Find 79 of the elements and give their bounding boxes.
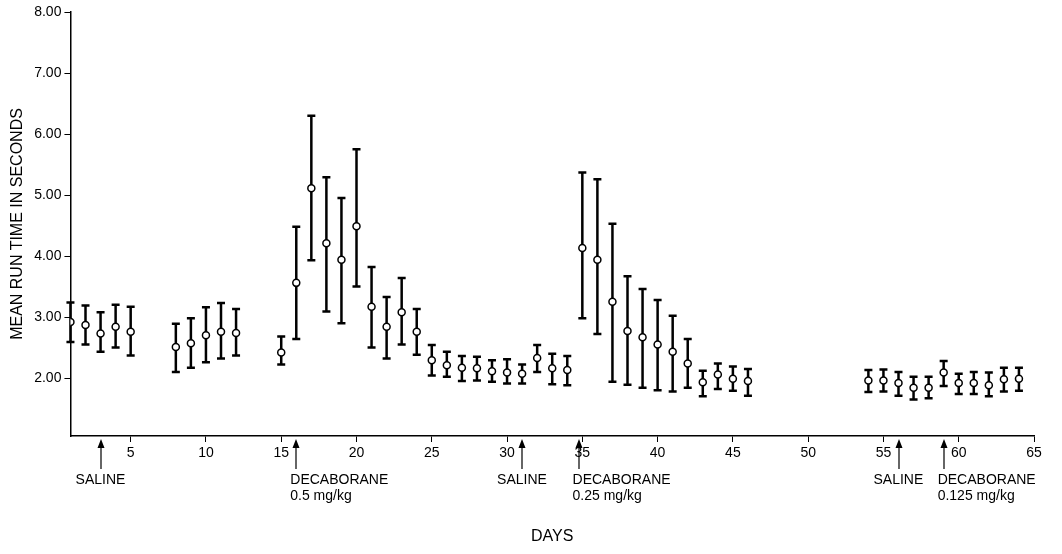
point bbox=[879, 376, 888, 385]
point bbox=[442, 360, 452, 370]
x-tick-label: 55 bbox=[875, 444, 892, 461]
point bbox=[382, 322, 391, 332]
point bbox=[111, 322, 120, 332]
point bbox=[352, 221, 361, 231]
point bbox=[698, 378, 708, 387]
point bbox=[638, 332, 647, 342]
point bbox=[547, 364, 557, 373]
point bbox=[894, 378, 903, 388]
point bbox=[1014, 374, 1024, 383]
point bbox=[593, 255, 602, 264]
point bbox=[216, 327, 226, 336]
x-tick-label: 60 bbox=[950, 444, 967, 461]
x-tick-label: 30 bbox=[499, 444, 516, 461]
point bbox=[397, 307, 406, 317]
point bbox=[578, 243, 587, 253]
point bbox=[427, 356, 437, 365]
point bbox=[909, 383, 918, 393]
point bbox=[864, 376, 873, 385]
text: SALINE bbox=[497, 471, 547, 487]
point bbox=[201, 331, 211, 340]
point bbox=[969, 378, 979, 388]
point bbox=[532, 353, 542, 363]
x-tick-label: 50 bbox=[800, 444, 817, 461]
point bbox=[307, 184, 316, 193]
point bbox=[999, 375, 1009, 384]
text: SALINE bbox=[75, 471, 126, 487]
text: SALINE bbox=[873, 471, 924, 487]
y-tick-label: 7.00 bbox=[34, 63, 62, 80]
point bbox=[653, 340, 662, 349]
x-axis-title: DAYS bbox=[531, 526, 574, 544]
point bbox=[502, 368, 512, 377]
point bbox=[322, 238, 331, 248]
point bbox=[608, 297, 617, 307]
point bbox=[939, 368, 948, 377]
point bbox=[171, 342, 181, 352]
point bbox=[96, 329, 105, 338]
text: DECABORANE 0.25 mg/kg bbox=[572, 471, 671, 503]
point bbox=[472, 364, 482, 373]
point bbox=[517, 369, 527, 379]
point bbox=[276, 348, 286, 357]
point bbox=[412, 327, 421, 336]
x-tick-label: 25 bbox=[423, 444, 440, 461]
point bbox=[487, 367, 497, 376]
point bbox=[126, 327, 135, 336]
point bbox=[924, 383, 933, 393]
point bbox=[713, 370, 723, 379]
y-tick-label: 3.00 bbox=[34, 307, 62, 324]
point bbox=[954, 378, 963, 388]
x-tick-label: 40 bbox=[649, 444, 666, 461]
x-tick-label: 10 bbox=[198, 444, 214, 461]
point bbox=[292, 278, 301, 288]
point bbox=[231, 328, 241, 338]
point bbox=[728, 374, 738, 383]
text: DECABORANE 0.5 mg/kg bbox=[290, 471, 389, 503]
point bbox=[984, 381, 994, 390]
x-tick-label: 45 bbox=[725, 444, 741, 461]
y-tick-label: 5.00 bbox=[34, 185, 62, 202]
y-axis-title: MEAN RUN TIME IN SECONDS bbox=[8, 108, 26, 340]
y-tick-label: 4.00 bbox=[34, 246, 62, 263]
point bbox=[563, 365, 572, 375]
x-tick-label: 15 bbox=[273, 444, 290, 461]
y-tick-label: 8.00 bbox=[34, 2, 62, 19]
text: DECABORANE 0.125 mg/kg bbox=[937, 471, 1036, 503]
y-tick-label: 6.00 bbox=[34, 124, 62, 141]
point bbox=[367, 302, 376, 311]
x-tick-label: 65 bbox=[1026, 444, 1042, 461]
point bbox=[623, 326, 632, 336]
point bbox=[337, 255, 346, 264]
point bbox=[743, 376, 753, 386]
point bbox=[683, 359, 692, 368]
point bbox=[81, 320, 90, 330]
point bbox=[668, 347, 677, 357]
point bbox=[186, 339, 196, 348]
x-tick-label: 5 bbox=[126, 444, 135, 461]
x-tick-label: 20 bbox=[348, 444, 365, 461]
y-tick-label: 2.00 bbox=[34, 368, 62, 385]
point bbox=[457, 363, 467, 372]
